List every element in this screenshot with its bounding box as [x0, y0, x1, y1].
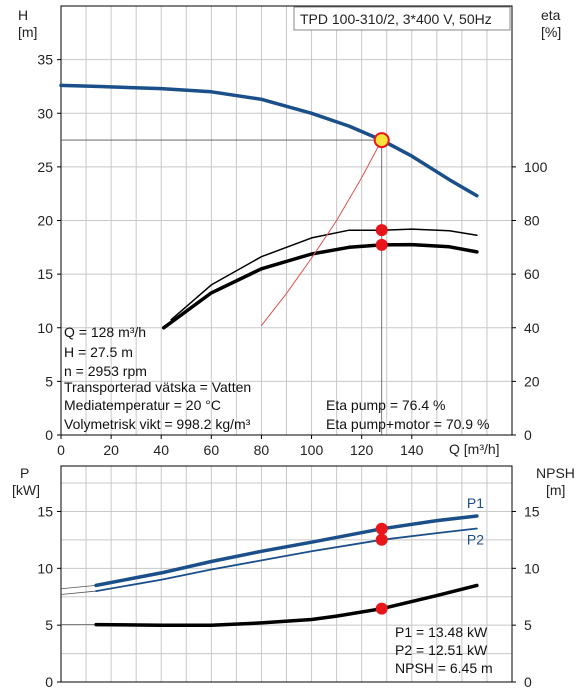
eta-tick-label: 40 [524, 320, 540, 336]
top-chart-series [59, 83, 479, 435]
h-tick-label: 30 [37, 105, 53, 121]
eta-point-marker [375, 224, 388, 237]
info-h: H = 27.5 m [64, 344, 133, 360]
power-point-marker [375, 602, 388, 615]
p-tick-label: 15 [37, 503, 53, 519]
top-series-line-thick [161, 242, 479, 330]
q-axis-label: Q [m³/h] [449, 441, 500, 457]
operating-point-marker [373, 132, 390, 149]
operating-info: Q = 128 m³/h H = 27.5 m n = 2953 rpm Tra… [64, 324, 489, 432]
h-tick-label: 5 [45, 373, 53, 389]
chart-title: TPD 100-310/2, 3*400 V, 50Hz [300, 11, 492, 27]
series-label-p1: P1 [467, 495, 484, 511]
x-tick-label: 140 [400, 442, 424, 458]
h-axis-label: H [18, 7, 28, 23]
h-tick-label: 0 [45, 427, 53, 443]
title-box [293, 6, 511, 31]
eta-axis-unit: [%] [541, 24, 561, 40]
info-density: Volymetrisk vikt = 998.2 kg/m³ [64, 416, 251, 432]
top-series-line-blue [59, 83, 479, 198]
info-n: n = 2953 rpm [64, 363, 147, 379]
bottom-series-line-black [94, 583, 479, 627]
top-series-line-thin [170, 228, 478, 321]
eta-axis-label: eta [541, 7, 561, 23]
eta-tick-label: 0 [524, 427, 532, 443]
info-eta-pump: Eta pump = 76.4 % [326, 397, 445, 413]
bottom-chart-series: P1 P2 [60, 495, 484, 627]
p2-curve-extension [60, 590, 97, 595]
h-tick-label: 25 [37, 159, 53, 175]
p1-curve-extension [60, 584, 97, 590]
eta-point-marker [375, 238, 388, 251]
power-info: P1 = 13.48 kW P2 = 12.51 kW NPSH = 6.45 … [395, 624, 493, 676]
x-tick-label: 40 [153, 442, 169, 458]
bottom-chart-ticks: 0 5 10 15 0 5 10 15 [37, 503, 539, 690]
info-p2: P2 = 12.51 kW [395, 642, 488, 658]
top-series-line-system [260, 139, 383, 327]
x-tick-label: 80 [254, 442, 270, 458]
eta-tick-label: 60 [524, 266, 540, 282]
bottom-chart-frame [60, 465, 513, 683]
h-axis-unit: [m] [18, 24, 37, 40]
npsh-tick-label: 0 [524, 674, 532, 690]
x-tick-label: 60 [204, 442, 220, 458]
p-tick-label: 0 [45, 674, 53, 690]
x-tick-label: 0 [57, 442, 65, 458]
top-chart-ticks: 0 20 40 60 80 100 120 140 0 5 10 15 20 25 30 35 0 20 40 60 8… [37, 52, 547, 458]
power-point-marker [375, 522, 388, 535]
bottom-series-line-blue-thin [95, 527, 478, 592]
info-q: Q = 128 m³/h [64, 324, 146, 340]
npsh-tick-label: 10 [524, 560, 540, 576]
h-tick-label: 10 [37, 320, 53, 336]
h-tick-label: 35 [37, 52, 53, 68]
p-axis-unit-kw: [kW] [12, 482, 40, 498]
npsh-tick-label: 15 [524, 503, 540, 519]
x-tick-label: 120 [350, 442, 374, 458]
info-p1: P1 = 13.48 kW [395, 624, 488, 640]
eta-tick-label: 80 [524, 213, 540, 229]
npsh-tick-label: 5 [524, 617, 532, 633]
info-temp: Mediatemperatur = 20 °C [64, 397, 221, 413]
p-axis-label: P [20, 465, 29, 481]
bottom-chart-grid [61, 466, 512, 682]
power-point-marker [375, 533, 388, 546]
bottom-series-line-blue-thick [94, 514, 479, 588]
eta-tick-label: 100 [524, 159, 548, 175]
x-tick-label: 20 [103, 442, 119, 458]
h-tick-label: 20 [37, 213, 53, 229]
info-npsh: NPSH = 6.45 m [395, 660, 493, 676]
h-tick-label: 15 [37, 266, 53, 282]
info-fluid: Transporterad vätska = Vatten [64, 379, 251, 395]
p-tick-label: 10 [37, 560, 53, 576]
eta-tick-label: 20 [524, 373, 540, 389]
info-eta-total: Eta pump+motor = 70.9 % [326, 416, 489, 432]
p-tick-label: 5 [45, 617, 53, 633]
npsh-axis-label: NPSH [536, 465, 575, 481]
top-chart-grid [61, 6, 512, 435]
series-label-p2: P2 [467, 532, 484, 548]
x-tick-label: 100 [300, 442, 324, 458]
npsh-axis-unit: [m] [546, 482, 565, 498]
